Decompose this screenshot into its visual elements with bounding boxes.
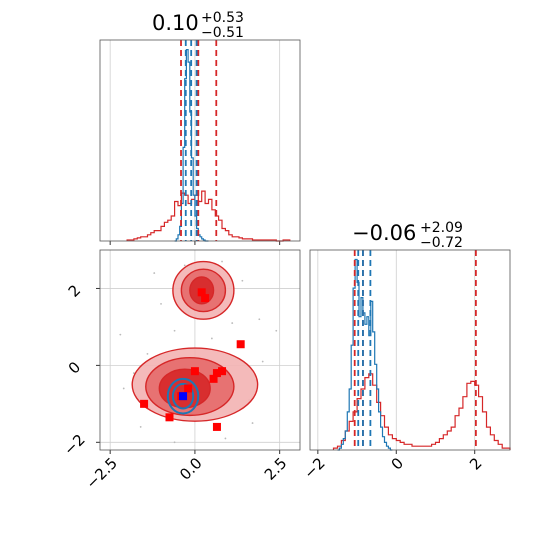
red-histogram	[126, 190, 291, 242]
red-square-point-8	[236, 340, 245, 349]
background-sample-9	[224, 437, 227, 440]
joint-ytick-label-1: 0	[65, 358, 84, 377]
marginal-histogram-y	[309, 249, 511, 454]
background-sample-10	[173, 441, 176, 444]
background-sample-16	[251, 422, 254, 424]
joint-xtick-label-2: 2.5	[261, 454, 291, 484]
blue-contour-0	[166, 377, 200, 415]
background-sample-11	[275, 329, 278, 332]
title-x-minus: −0.51	[201, 25, 244, 41]
background-sample-1	[146, 352, 149, 355]
title-y-minus: −0.72	[420, 235, 463, 251]
red-square-point-11	[184, 384, 193, 393]
red-square-point-2	[212, 422, 221, 431]
red-square-point-5	[212, 369, 221, 378]
title-y-plus: +2.09	[420, 220, 463, 236]
red-square-point-9	[197, 288, 206, 297]
background-sample-12	[119, 333, 122, 336]
red-histogram	[332, 373, 511, 450]
joint-scatter-panel	[96, 249, 301, 454]
marginal-histogram-x	[99, 39, 301, 245]
background-sample-17	[139, 426, 142, 428]
blue-histogram	[337, 258, 393, 451]
background-sample-7	[160, 302, 162, 305]
joint-axes-frame	[99, 249, 301, 451]
joint-ytick-label-2: 2	[65, 281, 84, 300]
right-xtick-label-0: −2	[300, 454, 328, 482]
top-axes-frame	[99, 39, 301, 242]
red-square-point-6	[218, 367, 227, 376]
red-square-point-7	[190, 367, 199, 376]
red-square-point-4	[209, 374, 218, 383]
background-sample-15	[231, 322, 234, 324]
blue-square-point-0	[179, 392, 188, 401]
right-xtick-label-2: 2	[466, 454, 485, 473]
red-square-point-0	[140, 399, 149, 408]
background-sample-2	[122, 387, 125, 390]
blue-contour-1	[171, 382, 195, 410]
title-x-value: 0.10	[152, 11, 199, 35]
tick-labels: −2.5 0.0 2.5 −2 0 2 −2 0 2	[60, 281, 485, 492]
background-sample-5	[258, 318, 261, 321]
joint-ytick-label-0: −2	[60, 431, 88, 459]
background-sample-18	[221, 260, 223, 263]
background-sample-19	[183, 264, 186, 267]
background-sample-8	[241, 279, 244, 282]
right-axes-frame	[309, 249, 511, 451]
joint-xtick-label-1: 0.0	[176, 454, 206, 484]
title-x-plus: +0.53	[201, 10, 244, 26]
red-square-point-10	[201, 294, 210, 303]
background-sample-6	[153, 272, 156, 274]
title-y-value: −0.06	[352, 221, 416, 245]
red-square-point-1	[165, 413, 174, 422]
background-sample-4	[261, 360, 264, 363]
right-xtick-label-1: 0	[388, 454, 407, 473]
background-sample-13	[210, 337, 213, 340]
joint-xtick-label-0: −2.5	[83, 454, 121, 492]
background-sample-14	[173, 329, 176, 332]
